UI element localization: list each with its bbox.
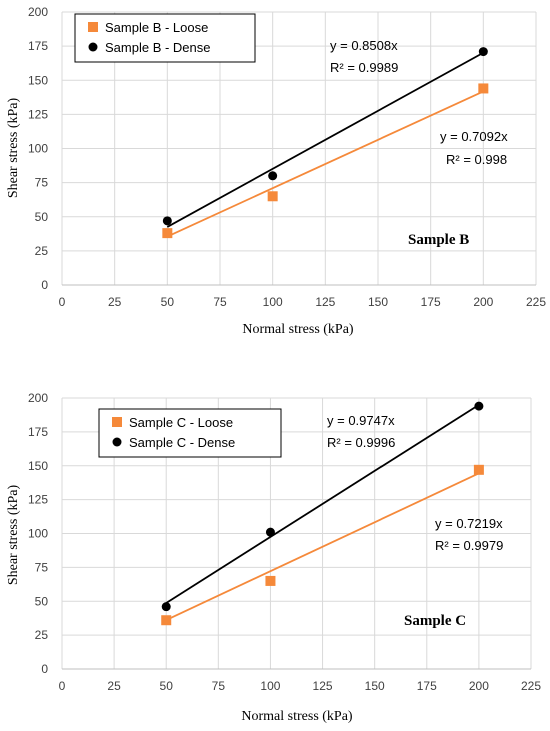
data-point-loose [267,191,278,202]
y-tick-label: 25 [35,628,49,642]
legend-box [74,13,256,63]
y-tick-label: 175 [28,425,48,439]
data-point-loose [161,615,172,626]
y-tick-label: 0 [41,278,48,292]
x-tick-label: 75 [212,679,226,693]
x-tick-label: 100 [260,679,280,693]
data-point-dense [162,216,172,226]
y-tick-label: 100 [28,527,48,541]
x-tick-label: 150 [365,679,385,693]
x-tick-label: 150 [368,295,388,309]
x-tick-label: 25 [107,679,121,693]
data-point-loose [478,83,489,94]
data-point-loose [265,575,276,586]
data-point-dense [474,401,484,411]
x-tick-label: 0 [59,679,66,693]
trendline-r-squared: R² = 0.9989 [330,60,398,75]
legend: Sample B - Loose Sample B - Dense [74,13,256,63]
x-tick-label: 200 [473,295,493,309]
legend-label: Sample B - Loose [105,20,208,35]
data-point-dense [268,171,278,181]
legend-label: Sample B - Dense [105,40,211,55]
trendline-loose [165,472,480,621]
trendline-r-squared: R² = 0.9979 [435,538,503,553]
data-point-dense [478,47,488,57]
y-tick-label: 75 [35,176,49,190]
y-tick-label: 50 [35,594,49,608]
x-tick-label: 225 [526,295,546,309]
y-tick-label: 100 [28,142,48,156]
x-tick-label: 75 [213,295,227,309]
y-tick-label: 150 [28,459,48,473]
x-tick-label: 175 [421,295,441,309]
x-axis-title: Normal stress (kPa) [242,322,354,337]
x-tick-label: 50 [160,679,174,693]
x-tick-label: 125 [315,295,335,309]
x-tick-label: 225 [521,679,541,693]
y-tick-label: 150 [28,73,48,87]
x-tick-label: 125 [313,679,333,693]
y-tick-label: 0 [41,662,48,676]
trendline-r-squared: R² = 0.9996 [327,435,395,450]
trendline-equation: y = 0.7219x [435,516,503,531]
legend-marker-square [112,417,122,427]
panel-label: Sample C [404,613,466,629]
x-tick-label: 50 [161,295,175,309]
trendline-equation: y = 0.9747x [327,413,395,428]
legend-marker-circle [88,42,98,52]
data-point-dense [265,527,275,537]
y-tick-label: 50 [35,210,49,224]
y-tick-label: 125 [28,107,48,121]
trendline-equation: y = 0.8508x [330,38,398,53]
data-point-dense [161,602,171,612]
data-point-loose [162,228,173,239]
y-axis-title: Shear stress (kPa) [6,485,21,586]
x-tick-label: 25 [108,295,122,309]
y-tick-label: 200 [28,391,48,405]
legend-marker-square [88,22,98,32]
chart-panel-2: 0 25 50 75 100 125 150 175 200 0 25 50 75 100 125 150 17… [6,391,541,724]
trendline-r-squared: R² = 0.998 [446,152,507,167]
legend-label: Sample C - Loose [129,415,233,430]
x-tick-label: 100 [263,295,283,309]
x-tick-label: 175 [417,679,437,693]
trendline-equation: y = 0.7092x [440,129,508,144]
trendline-dense [165,404,480,604]
legend: Sample C - Loose Sample C - Dense [98,408,282,458]
x-tick-label: 0 [59,295,66,309]
legend-label: Sample C - Dense [129,435,235,450]
y-tick-label: 75 [35,560,49,574]
x-tick-label: 200 [469,679,489,693]
y-tick-label: 200 [28,5,48,19]
chart-panel-1: 0 25 50 75 100 125 150 175 200 0 25 50 75 100 125 150 17… [6,5,546,337]
y-axis-title: Shear stress (kPa) [6,98,21,199]
trendline-loose [166,90,484,238]
legend-marker-circle [112,437,122,447]
y-tick-label: 25 [35,244,49,258]
y-tick-label: 125 [28,493,48,507]
trendline-dense [166,51,484,228]
data-point-loose [473,464,484,475]
panel-label: Sample B [408,232,469,248]
y-tick-label: 175 [28,39,48,53]
x-axis-title: Normal stress (kPa) [241,709,353,724]
legend-box [98,408,282,458]
